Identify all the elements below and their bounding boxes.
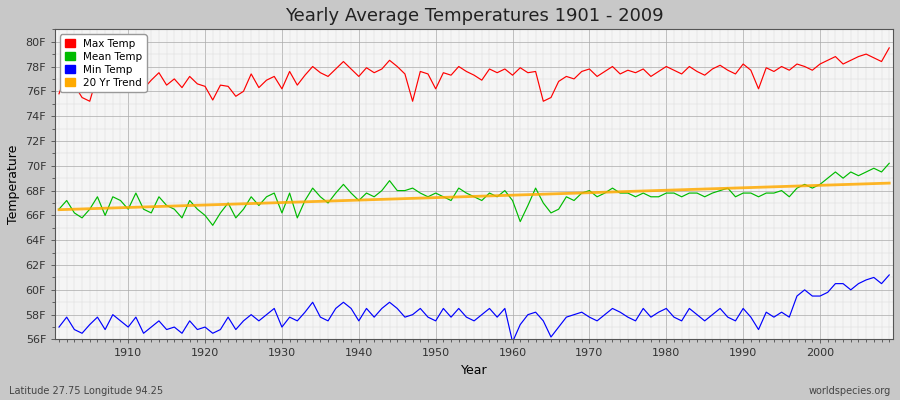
Y-axis label: Temperature: Temperature <box>7 145 20 224</box>
Legend: Max Temp, Mean Temp, Min Temp, 20 Yr Trend: Max Temp, Mean Temp, Min Temp, 20 Yr Tre… <box>60 34 147 92</box>
Text: worldspecies.org: worldspecies.org <box>809 386 891 396</box>
Title: Yearly Average Temperatures 1901 - 2009: Yearly Average Temperatures 1901 - 2009 <box>284 7 663 25</box>
Text: Latitude 27.75 Longitude 94.25: Latitude 27.75 Longitude 94.25 <box>9 386 163 396</box>
X-axis label: Year: Year <box>461 364 488 377</box>
